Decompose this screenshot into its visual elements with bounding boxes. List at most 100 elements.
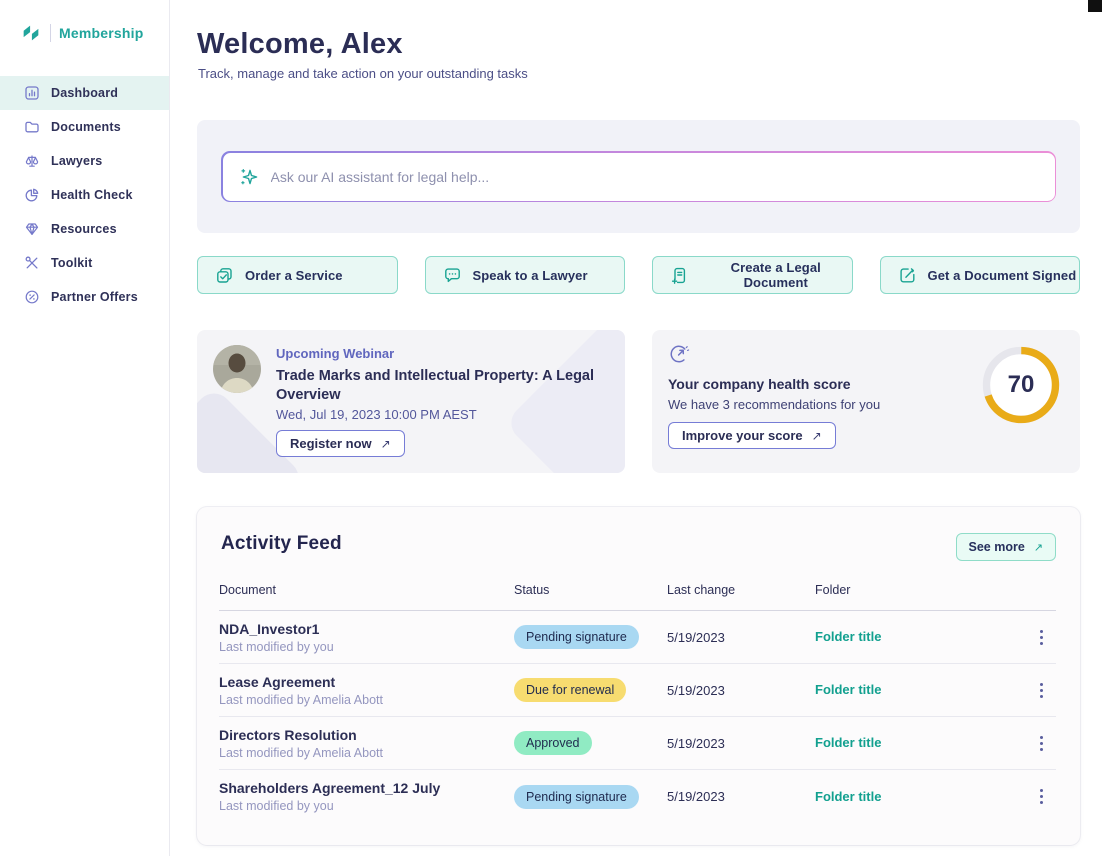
- sidebar-item-partner-offers[interactable]: Partner Offers: [0, 280, 169, 314]
- improve-score-label: Improve your score: [682, 428, 803, 443]
- sidebar-item-dashboard[interactable]: Dashboard: [0, 76, 169, 110]
- sidebar-item-health-check[interactable]: Health Check: [0, 178, 169, 212]
- brand-logo: Membership: [0, 0, 169, 44]
- dashboard-icon: [24, 85, 40, 101]
- sidebar-item-resources[interactable]: Resources: [0, 212, 169, 246]
- document-plus-icon: [670, 266, 689, 285]
- quick-actions: Order a Service Speak to a Lawyer: [197, 256, 1080, 294]
- info-cards: Upcoming Webinar Trade Marks and Intelle…: [197, 330, 1080, 473]
- see-more-label: See more: [968, 540, 1025, 554]
- speak-to-a-lawyer-button[interactable]: Speak to a Lawyer: [424, 256, 625, 294]
- order-a-service-button[interactable]: Order a Service: [197, 256, 398, 294]
- activity-feed-title: Activity Feed: [221, 533, 342, 554]
- column-header-folder: Folder: [815, 583, 851, 597]
- create-a-legal-document-button[interactable]: Create a Legal Document: [652, 256, 853, 294]
- health-score-card: Your company health score We have 3 reco…: [652, 330, 1080, 473]
- order-service-icon: [215, 266, 234, 285]
- table-header-row: Document Status Last change Folder: [219, 583, 1056, 611]
- document-modified: Last modified by you: [219, 639, 334, 654]
- quick-action-label: Create a Legal Document: [730, 260, 821, 290]
- page-title: Welcome, Alex: [197, 28, 403, 60]
- quick-action-label: Get a Document Signed: [927, 267, 1077, 283]
- kebab-menu-icon[interactable]: [1026, 677, 1056, 703]
- webinar-datetime: Wed, Jul 19, 2023 10:00 PM AEST: [276, 407, 477, 422]
- logo-divider: [50, 24, 51, 42]
- signature-icon: [898, 266, 917, 285]
- get-a-document-signed-button[interactable]: Get a Document Signed: [879, 256, 1080, 294]
- sidebar-item-label: Partner Offers: [51, 290, 138, 304]
- kebab-menu-icon[interactable]: [1026, 624, 1056, 650]
- percent-circle-icon: [24, 289, 40, 305]
- folder-link[interactable]: Folder title: [815, 735, 882, 750]
- health-score-subtitle: We have 3 recommendations for you: [668, 397, 881, 412]
- scales-icon: [24, 153, 40, 169]
- column-header-document: Document: [219, 583, 276, 597]
- webinar-card: Upcoming Webinar Trade Marks and Intelle…: [197, 330, 625, 473]
- arrow-up-right-icon: ↗: [380, 436, 391, 451]
- main-content: Welcome, Alex Track, manage and take act…: [170, 0, 1102, 856]
- document-modified: Last modified by Amelia Abott: [219, 745, 383, 760]
- gem-icon: [24, 221, 40, 237]
- sidebar-item-label: Toolkit: [51, 256, 93, 270]
- screen-corner-artifact: [1088, 0, 1102, 12]
- kebab-menu-icon[interactable]: [1026, 784, 1056, 810]
- improve-your-score-button[interactable]: Improve your score ↗: [668, 422, 836, 449]
- sidebar-item-label: Lawyers: [51, 154, 103, 168]
- sidebar-item-label: Resources: [51, 222, 117, 236]
- status-badge: Approved: [514, 731, 592, 755]
- arrow-up-right-icon: ↗: [1033, 541, 1043, 554]
- document-name: Directors Resolution: [219, 726, 357, 743]
- sidebar: Membership Dashboard Documents: [0, 0, 170, 856]
- table-row: Directors Resolution Last modified by Am…: [219, 717, 1056, 770]
- gauge-icon: [668, 343, 880, 365]
- webinar-speaker-avatar: [213, 345, 261, 393]
- register-now-label: Register now: [290, 436, 372, 451]
- document-name: Shareholders Agreement_12 July: [219, 780, 441, 796]
- quick-action-label: Speak to a Lawyer: [472, 267, 588, 283]
- quick-action-label: Order a Service: [245, 267, 343, 283]
- folder-link[interactable]: Folder title: [815, 629, 882, 644]
- activity-table: Document Status Last change Folder NDA_I…: [219, 583, 1056, 823]
- sidebar-item-toolkit[interactable]: Toolkit: [0, 246, 169, 280]
- membership-logo-icon: [20, 22, 42, 44]
- kebab-menu-icon[interactable]: [1026, 730, 1056, 756]
- last-change-date: 5/19/2023: [667, 735, 725, 751]
- page-subtitle: Track, manage and take action on your ou…: [198, 66, 528, 81]
- sidebar-item-label: Documents: [51, 120, 121, 134]
- sidebar-item-documents[interactable]: Documents: [0, 110, 169, 144]
- last-change-date: 5/19/2023: [667, 629, 725, 645]
- document-modified: Last modified by Amelia Abott: [219, 692, 383, 707]
- ai-input-border: [221, 151, 1056, 202]
- sidebar-nav: Dashboard Documents Lawyers: [0, 76, 169, 314]
- health-score-title: Your company health score: [668, 376, 851, 392]
- ai-assistant-panel: [197, 120, 1080, 233]
- status-badge: Pending signature: [514, 625, 639, 649]
- activity-feed-card: Activity Feed See more ↗ Document Status…: [197, 507, 1080, 845]
- chat-icon: [443, 266, 462, 285]
- column-header-status: Status: [514, 583, 550, 597]
- register-now-button[interactable]: Register now ↗: [276, 430, 405, 457]
- folder-link[interactable]: Folder title: [815, 788, 882, 804]
- folder-link[interactable]: Folder title: [815, 682, 882, 697]
- arrow-up-right-icon: ↗: [811, 428, 822, 443]
- see-more-button[interactable]: See more ↗: [955, 533, 1056, 561]
- last-change-date: 5/19/2023: [667, 789, 725, 804]
- ai-assistant-input[interactable]: [270, 152, 1055, 201]
- status-badge: Due for renewal: [514, 678, 627, 702]
- webinar-eyebrow: Upcoming Webinar: [276, 346, 395, 361]
- table-row: NDA_Investor1 Last modified by you Pendi…: [219, 611, 1056, 664]
- status-badge: Pending signature: [514, 784, 639, 809]
- sparkle-icon: [239, 167, 259, 187]
- tools-icon: [24, 255, 40, 271]
- health-score-ring: 70: [982, 346, 1060, 424]
- sidebar-item-label: Dashboard: [51, 86, 119, 100]
- table-row: Lease Agreement Last modified by Amelia …: [219, 664, 1056, 717]
- document-name: NDA_Investor1: [219, 620, 320, 637]
- last-change-date: 5/19/2023: [667, 682, 725, 698]
- sidebar-item-label: Health Check: [51, 188, 133, 202]
- document-name: Lease Agreement: [219, 673, 336, 690]
- pie-chart-icon: [24, 187, 40, 203]
- webinar-title: Trade Marks and Intellectual Property: A…: [276, 368, 595, 403]
- folder-icon: [24, 119, 40, 135]
- sidebar-item-lawyers[interactable]: Lawyers: [0, 144, 169, 178]
